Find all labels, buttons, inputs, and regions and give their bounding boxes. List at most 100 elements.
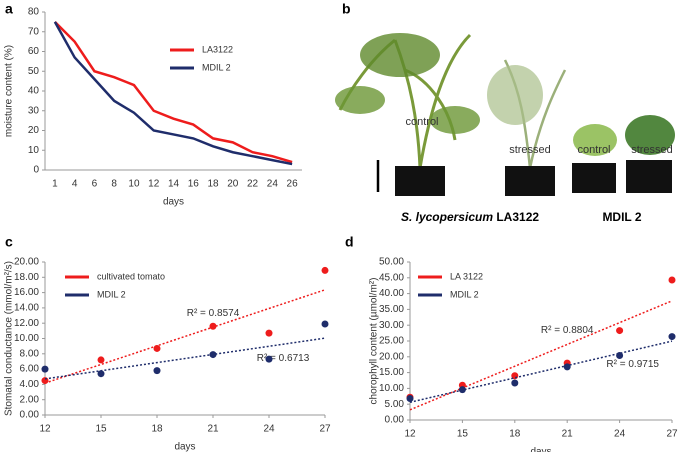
x-tick-label: 26 [287,179,299,190]
trendline [44,337,326,380]
point [41,377,49,385]
trendline [409,300,673,411]
legend-label: MDIL 2 [97,289,126,299]
panel-label: d [345,234,354,250]
y-tick-label: 0 [33,165,39,176]
point [668,276,676,284]
annotation: R² = 0.6713 [257,353,310,364]
y-tick-label: 6.00 [20,364,40,375]
y-tick-label: 20.00 [14,257,39,268]
y-tick-label: 2.00 [20,394,40,405]
x-tick-label: 21 [562,429,574,440]
species-label: S. lycopersicum LA3122 [401,210,539,224]
y-tick-label: 15.00 [379,367,404,378]
legend-label: LA3122 [202,44,233,54]
trendline [409,340,673,404]
y-tick-label: 40 [28,86,40,97]
caption: stressed [631,144,673,156]
x-tick-label: 22 [247,179,259,190]
legend-label: cultivated tomato [97,271,165,281]
point [511,379,519,387]
y-tick-label: 5.00 [385,399,405,410]
y-tick-label: 18.00 [14,272,39,283]
y-tick-label: 50 [28,66,40,77]
y-tick-label: 60 [28,46,40,57]
point [97,370,105,378]
x-axis-label: days [530,447,551,452]
x-tick-label: 16 [188,179,200,190]
point [265,355,273,363]
x-tick-label: 6 [92,179,98,190]
y-axis-label: chorophyll content (µmol/m²) [369,278,380,405]
y-tick-label: 70 [28,26,40,37]
caption: stressed [509,144,551,156]
x-tick-label: 1 [52,179,58,190]
panel-label: a [5,1,13,17]
point [265,329,273,337]
point [406,395,414,403]
point [153,344,161,352]
y-tick-label: 35.00 [379,304,404,315]
point [563,363,571,371]
pot [572,163,616,193]
y-tick-label: 4.00 [20,379,40,390]
line-name: LA3122 [496,210,539,224]
x-tick-label: 12 [148,179,160,190]
x-tick-label: 27 [666,429,678,440]
leaves [487,65,543,125]
x-tick-label: 24 [267,179,279,190]
annotation: R² = 0.9715 [606,359,659,370]
introgression-label: MDIL 2 [602,210,641,224]
x-tick-label: 24 [614,429,626,440]
leaves [625,115,675,155]
point [41,365,49,373]
y-tick-label: 12.00 [14,318,39,329]
y-tick-label: 16.00 [14,287,39,298]
x-tick-label: 21 [207,424,219,435]
species: S. lycopersicum [401,210,493,224]
point [321,266,329,274]
point [458,386,466,394]
point [97,356,105,364]
plant [338,33,472,169]
x-tick-label: 27 [319,424,331,435]
caption: control [405,116,438,128]
y-tick-label: 45.00 [379,272,404,283]
panel-label: b [342,1,351,17]
annotation: R² = 0.8574 [187,308,240,319]
point [209,351,217,359]
line-series [54,20,293,164]
x-axis-label: days [163,197,184,208]
x-tick-label: 12 [39,424,51,435]
x-tick-label: 24 [263,424,275,435]
y-tick-label: 8.00 [20,348,40,359]
point [153,367,161,375]
leaves [335,86,385,114]
leaves [573,124,617,156]
y-axis-label: moisture content (%) [4,45,15,137]
point [616,352,624,360]
trendline [44,289,326,384]
point [321,320,329,328]
y-tick-label: 14.00 [14,303,39,314]
x-tick-label: 14 [168,179,180,190]
pot [395,166,445,196]
x-tick-label: 4 [72,179,78,190]
y-tick-label: 10 [28,145,40,156]
caption: control [577,144,610,156]
y-tick-label: 30 [28,105,40,116]
y-tick-label: 30.00 [379,320,404,331]
panel-label: c [5,234,13,250]
leaves [430,106,480,134]
y-tick-label: 10.00 [379,383,404,394]
y-tick-label: 20 [28,125,40,136]
y-tick-label: 10.00 [14,333,39,344]
photo-panel: b control stressed control stressed S. l… [335,1,675,224]
x-tick-label: 8 [111,179,117,190]
legend-label: MDIL 2 [450,289,479,299]
y-axis-label: Stomatal conductance (mmol/m²/s) [4,261,15,416]
y-tick-label: 20.00 [379,351,404,362]
x-tick-label: 18 [509,429,521,440]
x-tick-label: 20 [227,179,239,190]
